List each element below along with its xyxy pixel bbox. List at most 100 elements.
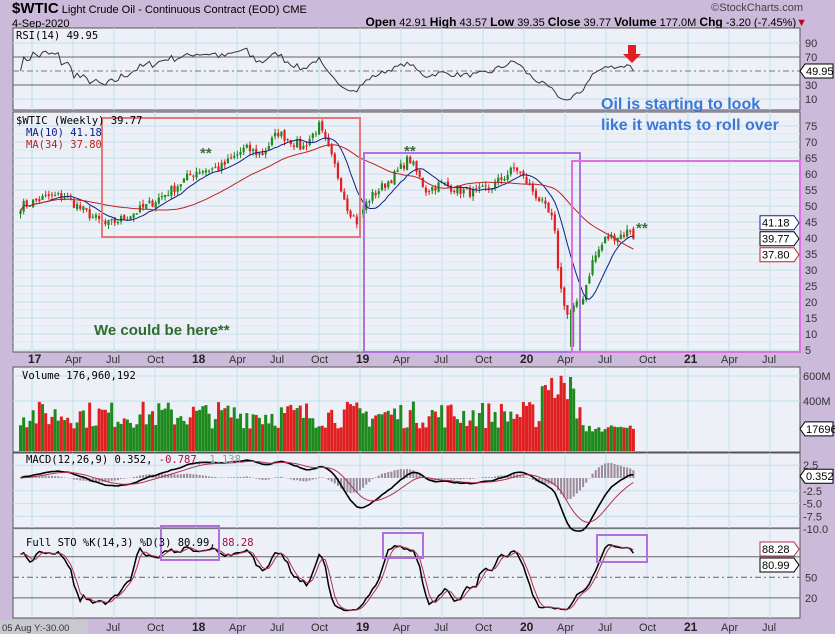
volume-bar	[537, 421, 541, 451]
macd-hist-bar	[230, 477, 233, 478]
macd-hist-bar	[248, 477, 251, 478]
ma34-label: MA(34) 37.80	[26, 139, 102, 151]
volume-bar	[257, 417, 261, 451]
volume-bar	[396, 419, 400, 451]
candle-body	[69, 198, 72, 200]
x-tick-top: Jul	[598, 354, 612, 366]
volume-bar	[182, 420, 186, 451]
volume-bar	[235, 418, 239, 451]
macd-hist-bar	[585, 478, 588, 483]
macd-hist-bar	[60, 477, 63, 478]
macd-hist-bar	[289, 478, 292, 480]
x-tick-bottom: Oct	[475, 622, 492, 634]
low-label: Low	[490, 15, 515, 29]
candle-body	[456, 185, 459, 194]
macd-hist-bar	[468, 478, 471, 480]
macd-hist-bar	[54, 476, 57, 478]
volume-bar	[63, 420, 67, 451]
candle-body	[324, 131, 327, 139]
price-tick: 40	[805, 233, 817, 245]
macd-hist-bar	[167, 474, 170, 478]
candle-body	[355, 216, 358, 225]
candle-body	[484, 185, 487, 187]
x-tick-bottom: Apr	[229, 622, 246, 634]
candle-body	[597, 249, 600, 257]
low-value: 39.35	[517, 17, 545, 29]
macd-hist-bar	[456, 478, 459, 480]
volume-bar	[308, 418, 312, 451]
candle-body	[481, 185, 484, 187]
volume-bar	[239, 413, 243, 451]
macd-hist-bar	[308, 478, 311, 481]
macd-hist-bar	[428, 478, 431, 481]
stars-2020: **	[636, 220, 648, 237]
candle-body	[189, 173, 192, 176]
volume-bar	[581, 425, 585, 451]
open-label: Open	[365, 15, 397, 29]
volume-bar	[437, 417, 441, 451]
sto-k-line	[20, 544, 635, 612]
rsi-tick: 10	[805, 94, 817, 106]
macd-hist-bar	[113, 478, 116, 481]
macd-hist-bar	[604, 463, 607, 478]
volume-bar	[408, 410, 412, 451]
volume-bar	[78, 411, 82, 451]
candle-body	[264, 150, 267, 155]
candle-body	[600, 244, 604, 251]
ma10-value-tag: 41.18	[759, 215, 800, 231]
candle-body	[503, 178, 506, 181]
candle-body	[173, 185, 176, 192]
candle-body	[289, 140, 292, 145]
volume-bar	[606, 427, 610, 451]
volume-bar	[503, 411, 507, 451]
volume-bar	[85, 427, 89, 451]
candle-body	[506, 174, 509, 180]
candle-body	[472, 189, 475, 197]
macd-hist-bar	[371, 478, 374, 480]
candle-body	[154, 202, 157, 208]
macd-hist-bar	[154, 474, 157, 478]
annotation-box-2019	[363, 152, 581, 353]
macd-hist-bar	[390, 471, 393, 478]
candle-body	[311, 133, 314, 139]
macd-hist-bar	[123, 478, 126, 479]
close-value: 39.77	[583, 17, 612, 29]
macd-hist-bar	[132, 476, 135, 478]
sto-k-value: Full STO %K(14,3) %D(3) 80.99,	[26, 537, 222, 549]
x-tick-bottom: Oct	[311, 622, 328, 634]
volume-bar	[201, 406, 205, 451]
sto-k-value-tag: 80.99	[759, 557, 800, 573]
volume-bar	[459, 422, 463, 451]
volume-bar	[248, 428, 252, 451]
macd-hist-bar	[440, 478, 443, 480]
macd-hist-bar	[72, 478, 75, 480]
volume-bar	[44, 413, 48, 451]
candle-body	[50, 194, 54, 196]
symbol: $WTIC	[12, 0, 59, 17]
volume-bar	[229, 417, 233, 451]
candle-body	[201, 171, 204, 173]
candle-body	[44, 194, 47, 196]
volume-bar	[154, 425, 158, 451]
down-triangle-icon: ▼	[796, 17, 807, 29]
candle-body	[148, 200, 151, 203]
volume-bar	[81, 410, 85, 451]
candle-body	[198, 172, 201, 174]
volume-bar	[267, 423, 271, 451]
x-tick-top: 18	[192, 352, 206, 366]
volume-bar	[556, 394, 560, 451]
macd-hist-bar	[500, 475, 503, 478]
volume-bar	[283, 413, 287, 451]
volume-bar	[119, 423, 123, 451]
macd-value-tag-text: 0.352	[806, 471, 834, 483]
x-tick-bottom: 18	[192, 620, 206, 634]
macd-hist-bar	[255, 478, 258, 479]
macd-hist-bar	[616, 464, 619, 478]
macd-hist-bar	[277, 477, 280, 478]
candle-body	[233, 155, 236, 158]
macd-hist-bar	[368, 478, 371, 483]
price-value-tag: 39.77	[759, 231, 800, 247]
macd-value-tag: 0.352	[799, 468, 834, 484]
macd-hist-bar	[104, 478, 107, 483]
